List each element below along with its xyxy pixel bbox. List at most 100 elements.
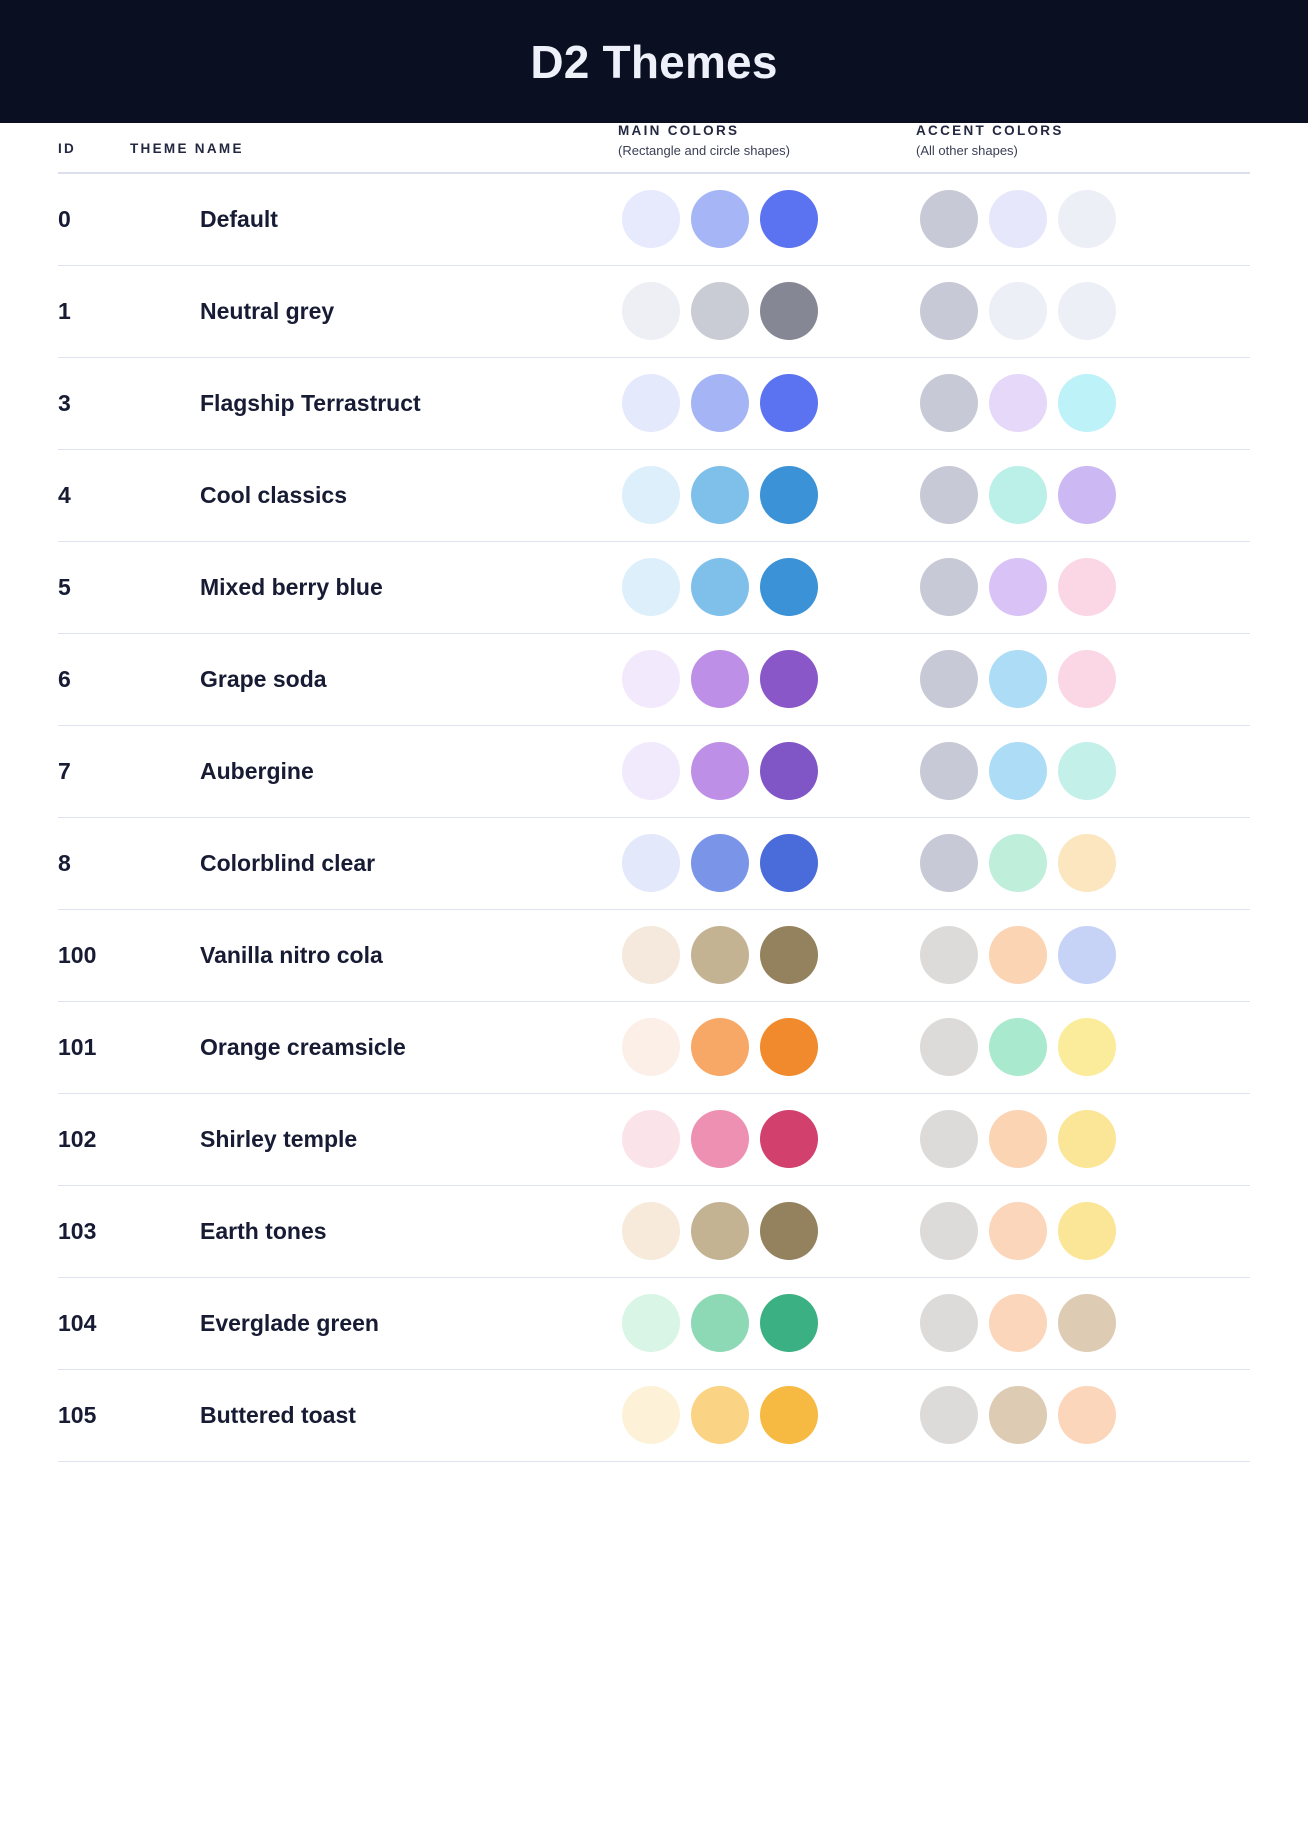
main-color-swatch xyxy=(622,466,680,525)
accent-color-swatch xyxy=(1058,1018,1116,1077)
theme-id: 0 xyxy=(58,205,71,232)
accent-color-swatch xyxy=(989,1018,1047,1077)
accent-swatch-group xyxy=(916,926,1250,985)
theme-name-cell: Aubergine xyxy=(130,725,618,818)
main-color-swatch xyxy=(760,466,818,525)
column-header-theme-name: THEME NAME xyxy=(130,123,618,174)
main-color-swatch xyxy=(622,558,680,617)
accent-color-swatch xyxy=(920,282,978,341)
theme-name-cell: Grape soda xyxy=(130,633,618,726)
accent-swatch-group xyxy=(916,466,1250,525)
accent-color-swatch xyxy=(989,834,1047,893)
theme-id-cell: 102 xyxy=(58,1093,130,1186)
table-row[interactable]: 101 Orange creamsicle xyxy=(58,1001,1250,1094)
main-color-swatch xyxy=(760,1386,818,1445)
column-header-accent-colors-title: ACCENT COLORS xyxy=(916,123,1064,138)
accent-color-swatch xyxy=(920,190,978,249)
main-color-swatch xyxy=(691,834,749,893)
table-header: ID THEME NAME MAIN COLORS (Rectangle and… xyxy=(58,123,1250,174)
table-row[interactable]: 5 Mixed berry blue xyxy=(58,541,1250,634)
main-colors-cell xyxy=(618,1093,916,1186)
accent-color-swatch xyxy=(1058,1202,1116,1261)
accent-swatch-group xyxy=(916,834,1250,893)
accent-color-swatch xyxy=(1058,742,1116,801)
table-row[interactable]: 7 Aubergine xyxy=(58,725,1250,818)
theme-name-cell: Mixed berry blue xyxy=(130,541,618,634)
theme-name-cell: Cool classics xyxy=(130,449,618,542)
theme-id: 100 xyxy=(58,941,97,968)
accent-color-swatch xyxy=(920,1386,978,1445)
accent-swatch-group xyxy=(916,558,1250,617)
main-color-swatch xyxy=(691,1294,749,1353)
main-color-swatch xyxy=(622,1386,680,1445)
main-swatch-group xyxy=(618,650,916,709)
main-color-swatch xyxy=(622,834,680,893)
main-color-swatch xyxy=(691,742,749,801)
accent-color-swatch xyxy=(1058,282,1116,341)
theme-name: Grape soda xyxy=(200,665,327,692)
main-color-swatch xyxy=(622,926,680,985)
accent-color-swatch xyxy=(1058,558,1116,617)
table-row[interactable]: 0 Default xyxy=(58,172,1250,266)
main-colors-cell xyxy=(618,449,916,542)
table-row[interactable]: 8 Colorblind clear xyxy=(58,817,1250,910)
themes-sheet: ID THEME NAME MAIN COLORS (Rectangle and… xyxy=(0,123,1308,1462)
theme-name: Orange creamsicle xyxy=(200,1033,406,1060)
theme-id-cell: 0 xyxy=(58,172,130,266)
accent-color-swatch xyxy=(989,1110,1047,1169)
theme-id-cell: 8 xyxy=(58,817,130,910)
main-colors-cell xyxy=(618,909,916,1002)
table-row[interactable]: 105 Buttered toast xyxy=(58,1369,1250,1462)
accent-color-swatch xyxy=(920,1202,978,1261)
main-colors-cell xyxy=(618,172,916,266)
theme-id-cell: 100 xyxy=(58,909,130,1002)
table-row[interactable]: 6 Grape soda xyxy=(58,633,1250,726)
main-swatch-group xyxy=(618,1110,916,1169)
theme-name: Cool classics xyxy=(200,481,348,508)
theme-id: 6 xyxy=(58,665,71,692)
column-header-theme-name-title: THEME NAME xyxy=(130,141,244,156)
theme-id: 104 xyxy=(58,1309,97,1336)
table-row[interactable]: 3 Flagship Terrastruct xyxy=(58,357,1250,450)
theme-name-cell: Shirley temple xyxy=(130,1093,618,1186)
main-color-swatch xyxy=(691,1110,749,1169)
main-colors-cell xyxy=(618,541,916,634)
accent-color-swatch xyxy=(989,926,1047,985)
main-colors-cell xyxy=(618,1369,916,1462)
main-colors-cell xyxy=(618,633,916,726)
main-color-swatch xyxy=(622,190,680,249)
accent-color-swatch xyxy=(920,1294,978,1353)
table-row[interactable]: 102 Shirley temple xyxy=(58,1093,1250,1186)
main-color-swatch xyxy=(691,1018,749,1077)
table-row[interactable]: 103 Earth tones xyxy=(58,1185,1250,1278)
table-row[interactable]: 1 Neutral grey xyxy=(58,265,1250,358)
main-swatch-group xyxy=(618,834,916,893)
accent-color-swatch xyxy=(989,466,1047,525)
main-swatch-group xyxy=(618,190,916,249)
theme-name-cell: Orange creamsicle xyxy=(130,1001,618,1094)
main-color-swatch xyxy=(622,1294,680,1353)
table-row[interactable]: 4 Cool classics xyxy=(58,449,1250,542)
main-color-swatch xyxy=(622,1202,680,1261)
accent-color-swatch xyxy=(920,374,978,433)
theme-id-cell: 3 xyxy=(58,357,130,450)
theme-name: Mixed berry blue xyxy=(200,573,383,600)
main-swatch-group xyxy=(618,282,916,341)
accent-color-swatch xyxy=(989,1386,1047,1445)
table-row[interactable]: 104 Everglade green xyxy=(58,1277,1250,1370)
main-colors-cell xyxy=(618,357,916,450)
theme-id: 8 xyxy=(58,849,71,876)
theme-name: Shirley temple xyxy=(200,1125,358,1152)
accent-color-swatch xyxy=(989,742,1047,801)
accent-colors-cell xyxy=(916,265,1250,358)
theme-name: Vanilla nitro cola xyxy=(200,941,383,968)
accent-color-swatch xyxy=(1058,650,1116,709)
theme-name-cell: Vanilla nitro cola xyxy=(130,909,618,1002)
page-title: D2 Themes xyxy=(530,35,778,88)
theme-id-cell: 7 xyxy=(58,725,130,818)
accent-color-swatch xyxy=(920,834,978,893)
main-colors-cell xyxy=(618,1001,916,1094)
table-row[interactable]: 100 Vanilla nitro cola xyxy=(58,909,1250,1002)
column-header-id: ID xyxy=(58,123,130,174)
accent-color-swatch xyxy=(1058,1110,1116,1169)
